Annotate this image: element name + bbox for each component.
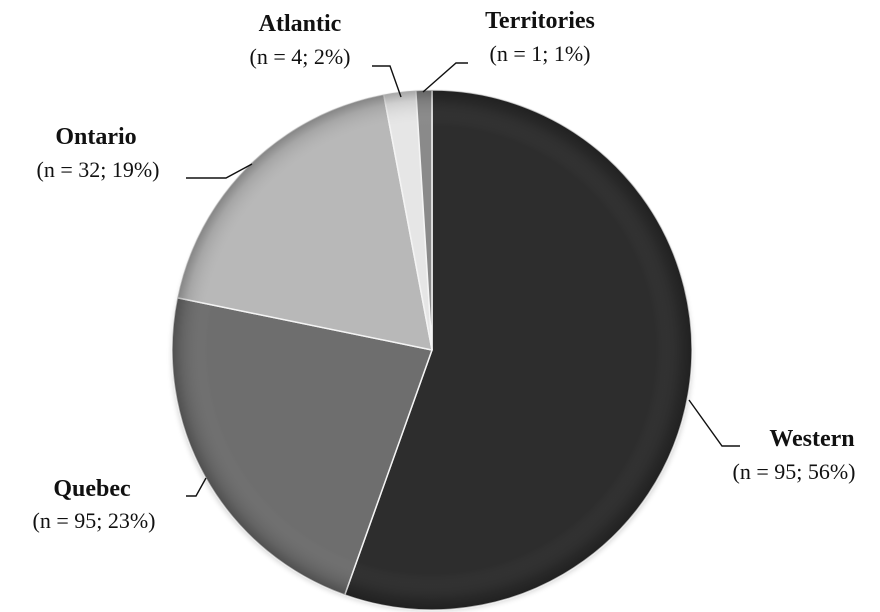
label-quebec-name: Quebec xyxy=(53,476,131,502)
slice-labels: Western (n = 95; 56%) Quebec (n = 95; 23… xyxy=(33,8,856,533)
label-territories-name: Territories xyxy=(485,8,595,34)
label-western-name: Western xyxy=(769,426,854,452)
label-quebec: Quebec (n = 95; 23%) xyxy=(33,476,156,533)
label-atlantic-name: Atlantic xyxy=(259,11,342,37)
label-western: Western (n = 95; 56%) xyxy=(733,426,856,484)
leader-line-quebec xyxy=(186,477,207,497)
label-territories: Territories (n = 1; 1%) xyxy=(485,8,595,66)
leader-lines xyxy=(186,62,740,497)
pie-slices xyxy=(171,89,693,611)
label-atlantic: Atlantic (n = 4; 2%) xyxy=(250,11,351,69)
label-ontario: Ontario (n = 32; 19%) xyxy=(37,124,160,182)
label-atlantic-detail: (n = 4; 2%) xyxy=(250,44,351,69)
label-territories-detail: (n = 1; 1%) xyxy=(490,41,591,66)
label-ontario-detail: (n = 32; 19%) xyxy=(37,157,160,182)
leader-line-territories xyxy=(422,62,468,93)
label-ontario-name: Ontario xyxy=(55,124,136,150)
label-western-detail: (n = 95; 56%) xyxy=(733,459,856,484)
leader-line-atlantic xyxy=(372,65,402,98)
leader-line-ontario xyxy=(186,163,253,179)
label-quebec-detail: (n = 95; 23%) xyxy=(33,508,156,533)
leader-line-western xyxy=(688,399,740,447)
